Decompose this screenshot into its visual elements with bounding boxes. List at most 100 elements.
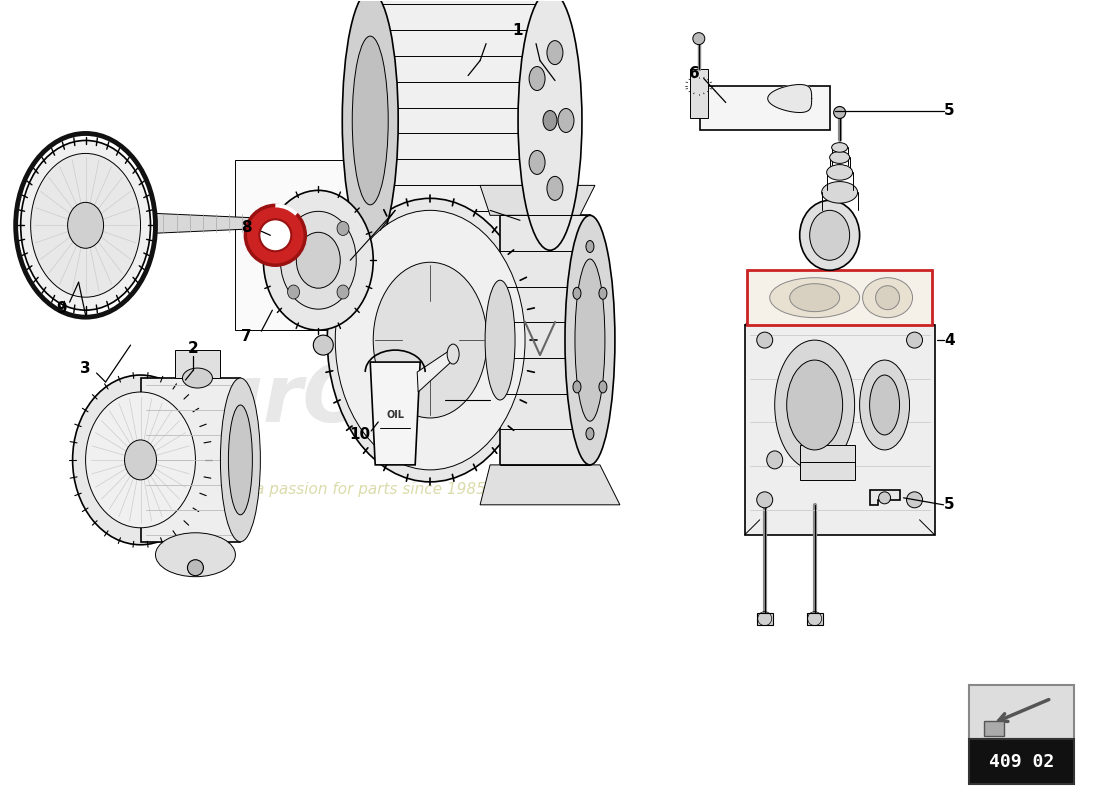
Ellipse shape xyxy=(328,198,534,482)
Ellipse shape xyxy=(786,360,843,450)
Polygon shape xyxy=(480,186,595,215)
Ellipse shape xyxy=(834,106,846,118)
Ellipse shape xyxy=(529,150,546,174)
Ellipse shape xyxy=(485,280,515,400)
Bar xyxy=(757,613,772,625)
Bar xyxy=(806,613,823,625)
Ellipse shape xyxy=(337,222,349,235)
Text: 3: 3 xyxy=(80,361,91,375)
Ellipse shape xyxy=(565,215,615,465)
Bar xyxy=(800,445,855,480)
Polygon shape xyxy=(768,85,812,113)
Text: 1: 1 xyxy=(513,23,524,38)
Text: 6: 6 xyxy=(690,66,701,81)
Ellipse shape xyxy=(598,287,607,299)
Ellipse shape xyxy=(810,210,849,260)
Text: 10: 10 xyxy=(350,427,371,442)
Ellipse shape xyxy=(822,182,858,203)
Ellipse shape xyxy=(547,41,563,65)
Ellipse shape xyxy=(543,110,557,130)
Ellipse shape xyxy=(220,378,261,542)
Text: 2: 2 xyxy=(188,341,199,355)
Bar xyxy=(969,685,1075,739)
Text: 5: 5 xyxy=(944,498,955,512)
Ellipse shape xyxy=(352,36,388,205)
Text: 8: 8 xyxy=(241,220,252,235)
Ellipse shape xyxy=(770,278,859,318)
Ellipse shape xyxy=(229,405,252,515)
Ellipse shape xyxy=(31,154,141,297)
Text: 409 02: 409 02 xyxy=(989,754,1055,771)
Bar xyxy=(747,270,932,325)
Ellipse shape xyxy=(547,176,563,200)
Ellipse shape xyxy=(586,428,594,440)
Ellipse shape xyxy=(829,151,849,163)
Ellipse shape xyxy=(314,335,333,355)
Ellipse shape xyxy=(767,451,783,469)
Ellipse shape xyxy=(73,375,208,545)
Polygon shape xyxy=(870,490,900,505)
Ellipse shape xyxy=(529,66,546,90)
Ellipse shape xyxy=(774,340,855,470)
Ellipse shape xyxy=(879,492,891,504)
Text: 4: 4 xyxy=(944,333,955,348)
Ellipse shape xyxy=(337,285,349,299)
Ellipse shape xyxy=(832,142,848,152)
Ellipse shape xyxy=(86,392,196,528)
Text: 9: 9 xyxy=(56,301,67,316)
Ellipse shape xyxy=(21,141,151,310)
Ellipse shape xyxy=(573,381,581,393)
Polygon shape xyxy=(417,348,453,392)
Bar xyxy=(690,69,707,118)
Ellipse shape xyxy=(183,368,212,388)
Polygon shape xyxy=(480,465,620,505)
Text: a passion for parts since 1985: a passion for parts since 1985 xyxy=(255,482,486,498)
Ellipse shape xyxy=(757,492,772,508)
Ellipse shape xyxy=(373,262,487,418)
Ellipse shape xyxy=(757,332,772,348)
Ellipse shape xyxy=(906,492,923,508)
Text: eurOparts: eurOparts xyxy=(151,361,609,439)
Polygon shape xyxy=(141,378,241,542)
Ellipse shape xyxy=(598,381,607,393)
Ellipse shape xyxy=(827,165,853,180)
Ellipse shape xyxy=(906,332,923,348)
Polygon shape xyxy=(176,350,220,378)
Polygon shape xyxy=(371,0,550,250)
Ellipse shape xyxy=(187,560,204,576)
Polygon shape xyxy=(371,362,420,465)
Text: OIL: OIL xyxy=(386,410,404,420)
Ellipse shape xyxy=(280,211,356,309)
Polygon shape xyxy=(154,214,265,234)
Ellipse shape xyxy=(260,219,292,251)
Ellipse shape xyxy=(342,0,398,250)
Ellipse shape xyxy=(155,533,235,577)
Ellipse shape xyxy=(336,210,525,470)
Bar xyxy=(700,86,829,130)
Bar xyxy=(984,722,1004,737)
Ellipse shape xyxy=(870,375,900,435)
Ellipse shape xyxy=(518,0,582,250)
Ellipse shape xyxy=(693,33,705,45)
Ellipse shape xyxy=(790,284,839,312)
Ellipse shape xyxy=(245,206,306,266)
Ellipse shape xyxy=(296,232,340,288)
Ellipse shape xyxy=(859,360,910,450)
Bar xyxy=(235,161,371,330)
Ellipse shape xyxy=(263,190,373,330)
Ellipse shape xyxy=(124,440,156,480)
Ellipse shape xyxy=(447,344,459,364)
Text: 5: 5 xyxy=(944,103,955,118)
Bar xyxy=(969,739,1075,784)
Ellipse shape xyxy=(575,259,605,422)
Ellipse shape xyxy=(573,287,581,299)
Ellipse shape xyxy=(287,285,299,299)
Ellipse shape xyxy=(876,286,900,310)
Ellipse shape xyxy=(586,241,594,253)
Ellipse shape xyxy=(287,222,299,235)
Bar xyxy=(745,325,935,534)
Text: 7: 7 xyxy=(241,329,252,344)
Ellipse shape xyxy=(862,278,913,318)
Ellipse shape xyxy=(67,202,103,248)
Ellipse shape xyxy=(800,200,859,270)
